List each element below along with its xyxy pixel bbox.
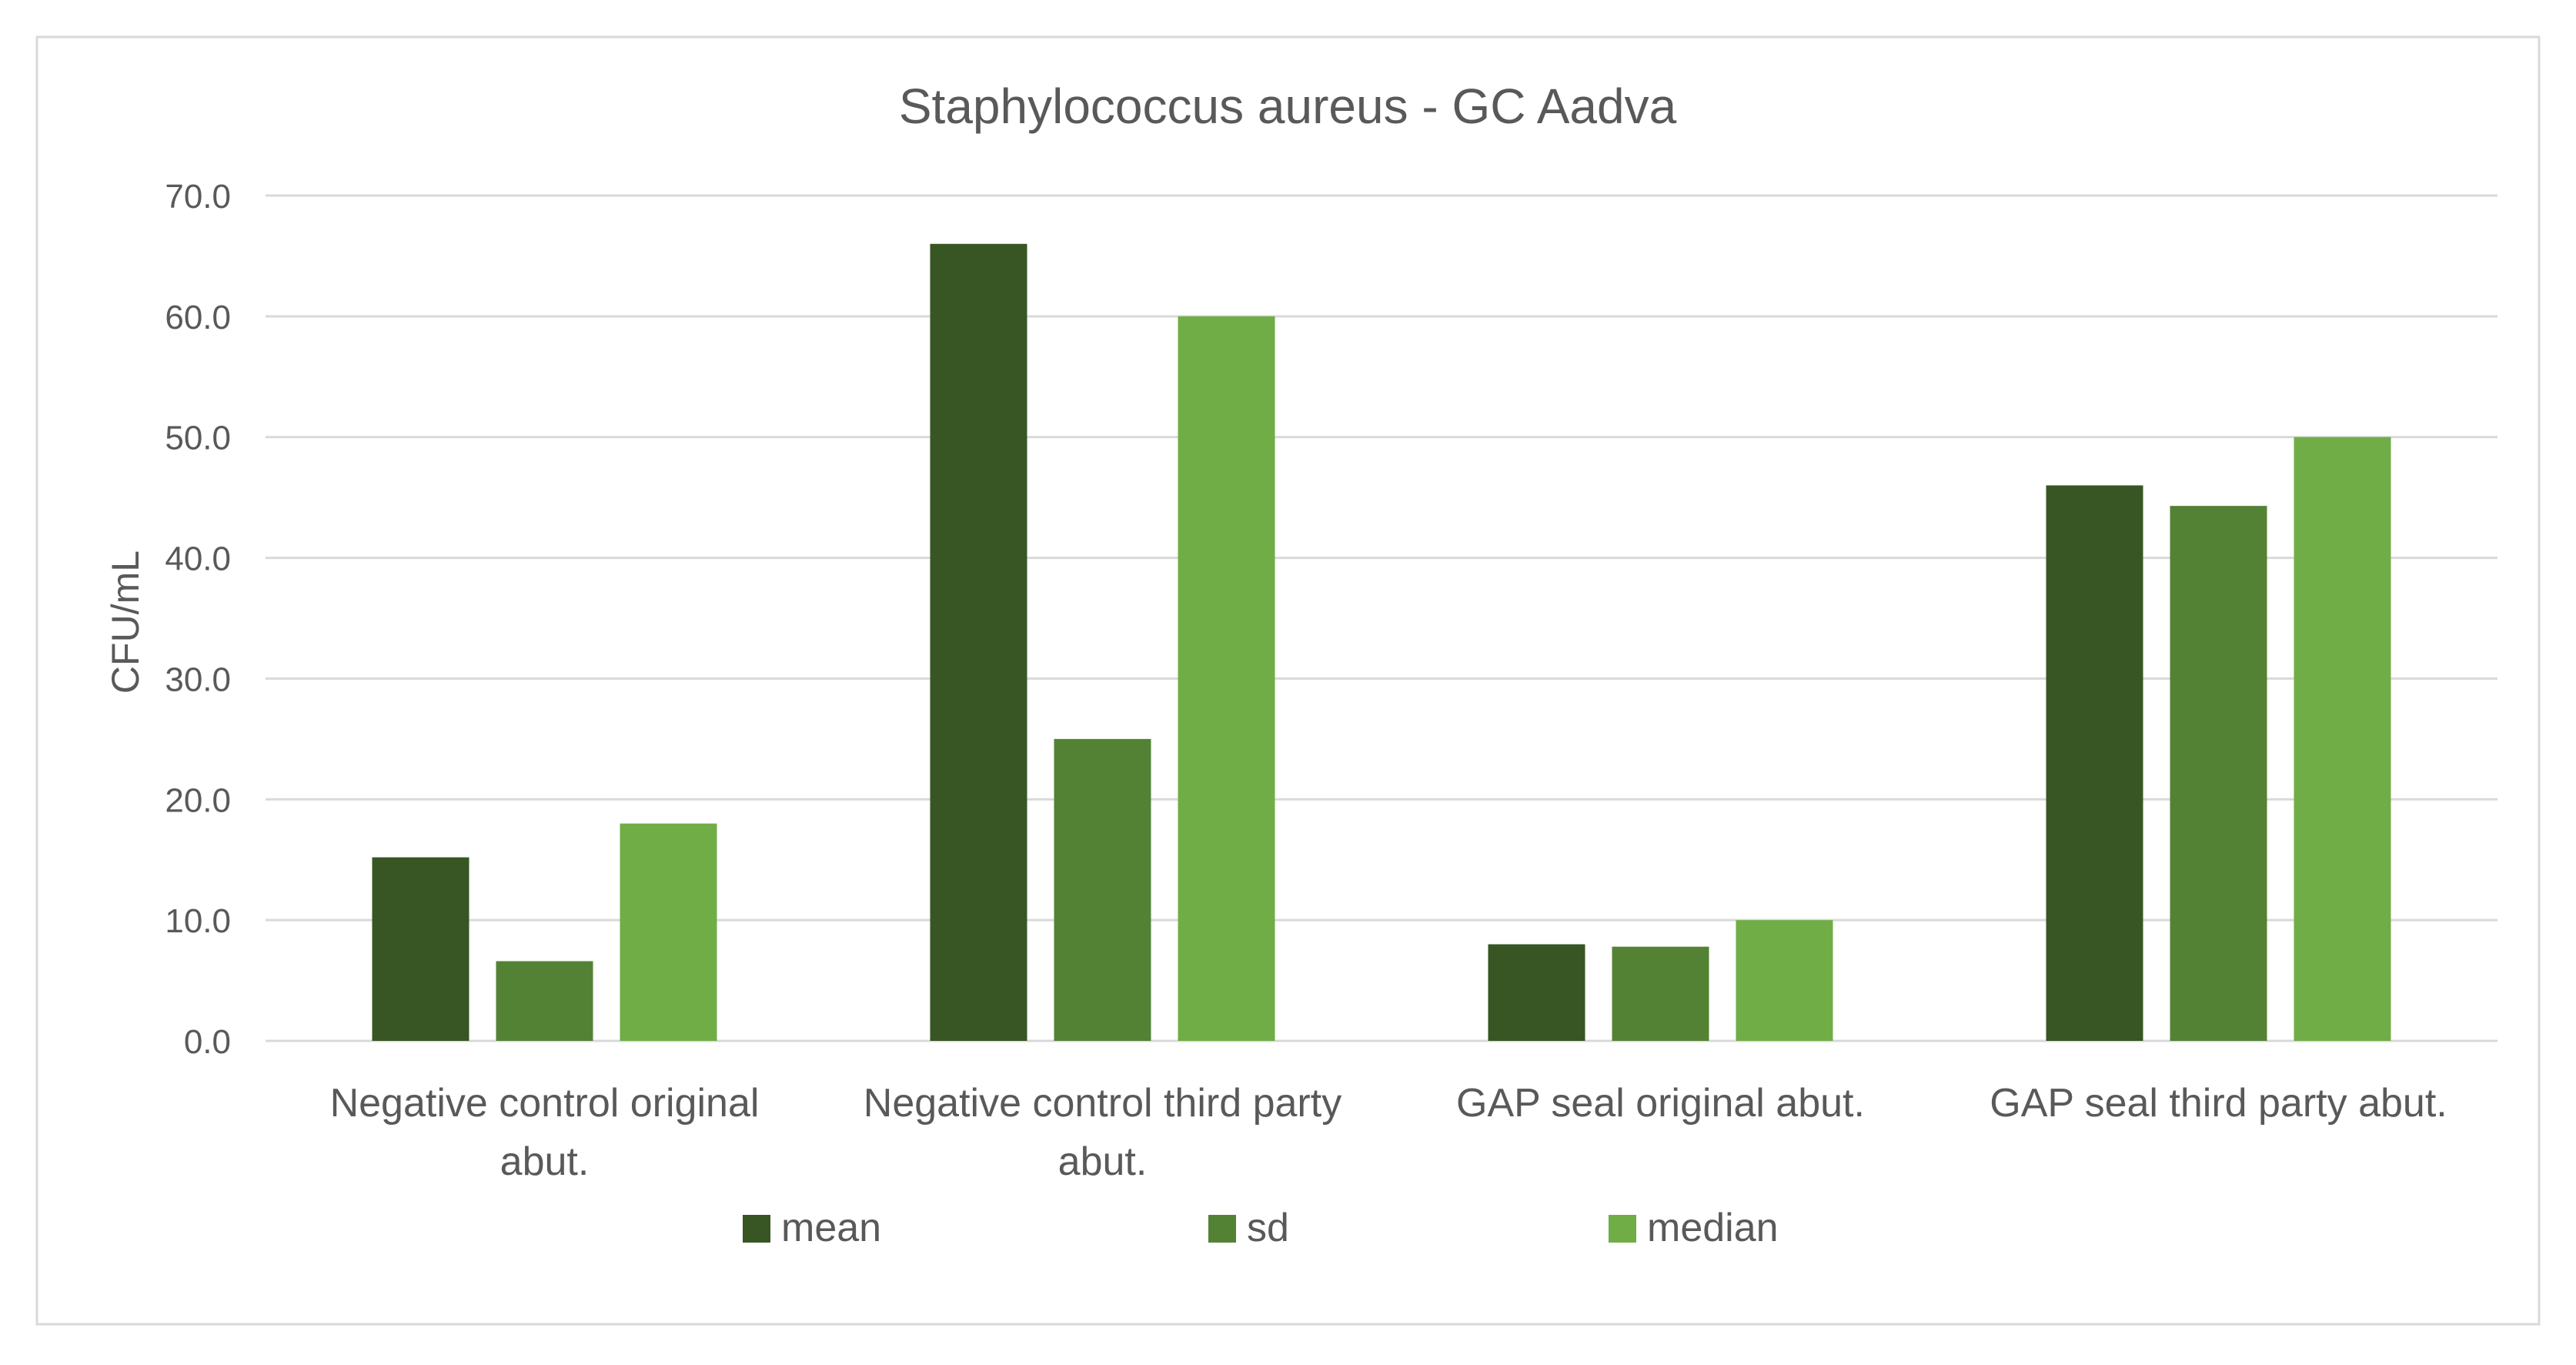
x-tick-label: GAP seal original abut.: [1456, 1081, 1865, 1126]
x-tick-label: GAP seal third party abut.: [1990, 1081, 2447, 1126]
legend-swatch-median: [1609, 1215, 1636, 1243]
bar-mean-3: [2046, 485, 2143, 1041]
bar-median-0: [620, 823, 717, 1041]
legend-label-sd: sd: [1247, 1206, 1289, 1250]
y-axis-label: CFU/mL: [104, 550, 147, 694]
bar-median-1: [1178, 316, 1275, 1041]
legend-swatch-sd: [1208, 1215, 1236, 1243]
bar-mean-1: [930, 243, 1027, 1041]
x-tick-labels: Negative control original abut. Negative c…: [330, 1081, 2447, 1184]
bar-sd-1: [1054, 738, 1151, 1041]
bar-mean-0: [372, 857, 469, 1041]
y-tick-label: 40.0: [165, 540, 231, 578]
legend: mean sd median: [743, 1206, 1779, 1250]
bars: [372, 243, 2391, 1041]
bar-median-3: [2294, 437, 2391, 1041]
x-tick-label: Negative control third party: [864, 1081, 1341, 1126]
legend-swatch-mean: [743, 1215, 770, 1243]
legend-label-median: median: [1647, 1206, 1779, 1250]
y-tick-labels: 0.0 10.0 20.0 30.0 40.0 50.0 60.0 70.0: [165, 178, 231, 1061]
legend-label-mean: mean: [781, 1206, 881, 1250]
bar-sd-3: [2170, 506, 2267, 1041]
x-tick-label: Negative control original: [330, 1081, 760, 1126]
x-tick-label: abut.: [500, 1139, 590, 1184]
bar-median-2: [1736, 920, 1833, 1041]
x-tick-label: abut.: [1058, 1139, 1148, 1184]
chart-border: [35, 35, 2541, 1326]
bar-sd-0: [496, 961, 593, 1041]
y-tick-label: 0.0: [184, 1023, 231, 1061]
chart-title: Staphylococcus aureus - GC Aadva: [899, 79, 1677, 134]
bar-mean-2: [1488, 944, 1585, 1041]
y-tick-label: 30.0: [165, 661, 231, 698]
bar-sd-2: [1612, 946, 1709, 1041]
y-tick-label: 20.0: [165, 781, 231, 819]
y-tick-label: 70.0: [165, 178, 231, 216]
y-tick-label: 50.0: [165, 420, 231, 457]
y-tick-label: 10.0: [165, 902, 231, 940]
y-tick-label: 60.0: [165, 299, 231, 336]
